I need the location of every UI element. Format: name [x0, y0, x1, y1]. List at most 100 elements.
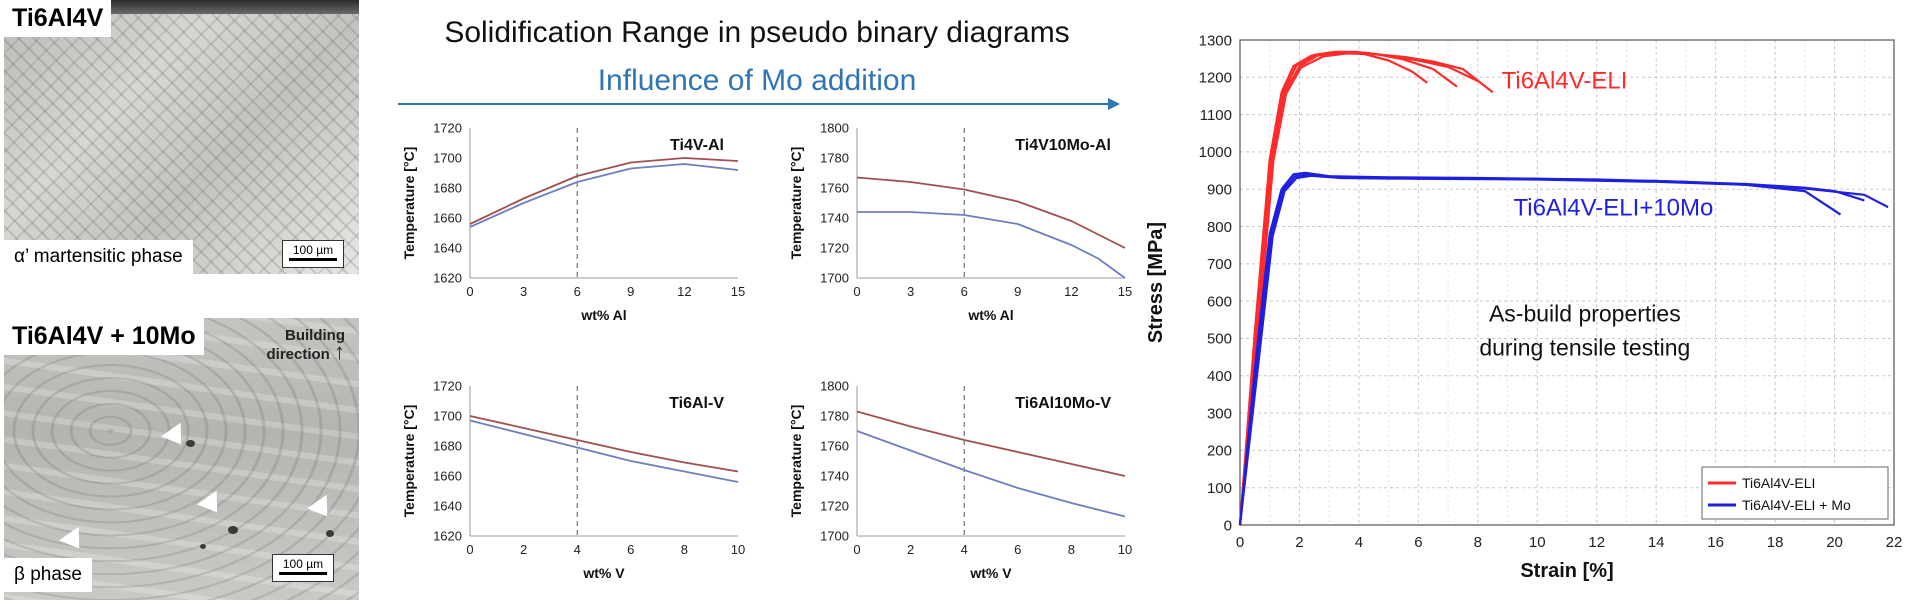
y-tick-label: 1100	[1200, 107, 1232, 124]
y-tick-label: 900	[1207, 181, 1232, 198]
y-tick-label: 100	[1207, 480, 1232, 497]
chart-title: Ti4V-Al	[670, 137, 724, 154]
y-tick-label: 1800	[820, 121, 849, 136]
x-tick-label: 2	[1295, 534, 1303, 551]
y-tick-label: 1700	[433, 409, 462, 424]
x-tick-label: 6	[1014, 542, 1021, 557]
liquidus-solidus-curve	[469, 419, 739, 483]
y-tick-label: 1300	[1199, 32, 1232, 49]
x-axis-label: wt% V	[582, 565, 625, 581]
x-tick-label: 14	[1648, 534, 1665, 551]
pore	[228, 526, 238, 534]
x-tick-label: 3	[907, 284, 914, 299]
chart-title: Ti4V10Mo-Al	[1015, 137, 1111, 154]
micrograph-ti6al4v: Ti6Al4V α’ martensitic phase 100 µm	[4, 0, 359, 274]
micrograph-label: Ti6Al4V	[4, 0, 112, 37]
liquidus-solidus-curve	[469, 163, 739, 228]
x-tick-label: 6	[627, 542, 634, 557]
y-tick-label: 1780	[820, 151, 849, 166]
x-tick-label: 3	[520, 284, 527, 299]
arrow-up-icon: ↑	[334, 339, 345, 364]
x-tick-label: 18	[1767, 534, 1784, 551]
x-tick-label: 15	[731, 284, 745, 299]
plot-frame	[1239, 39, 1895, 526]
x-tick-label: 12	[1588, 534, 1605, 551]
page-title: Solidification Range in pseudo binary di…	[444, 16, 1070, 49]
y-tick-label: 1620	[433, 271, 462, 286]
x-tick-label: 9	[627, 284, 634, 299]
y-tick-label: 1700	[820, 529, 849, 544]
x-tick-label: 9	[1014, 284, 1021, 299]
chart-title: Ti6Al-V	[669, 395, 724, 412]
micrograph-ti6al4v-10mo: Ti6Al4V + 10Mo Building direction ↑ β ph…	[4, 318, 359, 600]
pore	[200, 544, 206, 549]
y-axis-label: Temperature [°C]	[788, 405, 804, 518]
y-tick-label: 300	[1207, 405, 1232, 422]
x-tick-label: 2	[520, 542, 527, 557]
x-tick-label: 16	[1707, 534, 1724, 551]
y-tick-label: 1680	[433, 181, 462, 196]
header-arrow-icon	[1108, 98, 1120, 110]
x-tick-label: 4	[574, 542, 581, 557]
x-tick-label: 0	[853, 284, 860, 299]
y-tick-label: 800	[1207, 219, 1232, 236]
phase-label: β phase	[4, 558, 92, 592]
y-tick-label: 1000	[1199, 144, 1232, 161]
legend-entry: Ti6Al4V-ELI	[1742, 475, 1815, 491]
y-tick-label: 1660	[433, 469, 462, 484]
y-tick-label: 1760	[820, 181, 849, 196]
x-tick-label: 0	[466, 542, 473, 557]
y-tick-label: 1740	[820, 469, 849, 484]
x-tick-label: 12	[677, 284, 691, 299]
liquidus-solidus-curve	[856, 430, 1126, 518]
pore	[186, 440, 195, 447]
phase-label: α’ martensitic phase	[4, 240, 193, 274]
x-tick-label: 8	[1474, 534, 1482, 551]
x-tick-label: 22	[1886, 534, 1903, 551]
y-tick-label: 1740	[820, 211, 849, 226]
y-tick-label: 1780	[820, 409, 849, 424]
y-axis-label: Temperature [°C]	[401, 405, 417, 518]
y-tick-label: 200	[1207, 443, 1232, 460]
x-tick-label: 6	[574, 284, 581, 299]
y-axis-label: Stress [MPa]	[1145, 222, 1167, 343]
x-tick-label: 4	[1355, 534, 1363, 551]
building-direction-label: Building direction ↑	[245, 328, 345, 363]
pore	[326, 530, 334, 537]
x-axis-label: wt% V	[969, 565, 1012, 581]
y-tick-label: 1720	[433, 121, 462, 136]
x-tick-label: 15	[1118, 284, 1132, 299]
y-tick-label: 1700	[433, 151, 462, 166]
y-tick-label: 1720	[433, 379, 462, 394]
y-axis-label: Temperature [°C]	[401, 147, 417, 260]
stress-strain-curve	[1238, 50, 1458, 526]
scale-bar: 100 µm	[282, 240, 344, 268]
y-tick-label: 600	[1207, 293, 1232, 310]
x-axis-label: wt% Al	[967, 307, 1013, 323]
x-tick-label: 10	[1118, 542, 1132, 557]
x-axis-label: Strain [%]	[1520, 560, 1613, 582]
y-tick-label: 1620	[433, 529, 462, 544]
x-tick-label: 4	[961, 542, 968, 557]
page-subtitle: Influence of Mo addition	[597, 64, 917, 97]
y-tick-label: 1700	[820, 271, 849, 286]
liquidus-solidus-curve	[469, 157, 739, 225]
y-tick-label: 1680	[433, 439, 462, 454]
stress-strain-curve	[1238, 51, 1428, 526]
x-tick-label: 2	[907, 542, 914, 557]
y-tick-label: 0	[1224, 517, 1232, 534]
x-tick-label: 0	[466, 284, 473, 299]
stress-strain-curve	[1238, 174, 1889, 526]
liquidus-solidus-curve	[469, 415, 739, 473]
building-direction-text: Building direction	[266, 327, 345, 363]
annotation-center-1: As-build properties	[1489, 301, 1681, 327]
y-tick-label: 1640	[433, 499, 462, 514]
x-tick-label: 0	[1236, 534, 1244, 551]
chart-title: Ti6Al10Mo-V	[1015, 395, 1111, 412]
y-axis-label: Temperature [°C]	[788, 147, 804, 260]
x-tick-label: 10	[1529, 534, 1546, 551]
y-tick-label: 1800	[820, 379, 849, 394]
y-tick-label: 1660	[433, 211, 462, 226]
annotation-center-2: during tensile testing	[1479, 334, 1690, 360]
